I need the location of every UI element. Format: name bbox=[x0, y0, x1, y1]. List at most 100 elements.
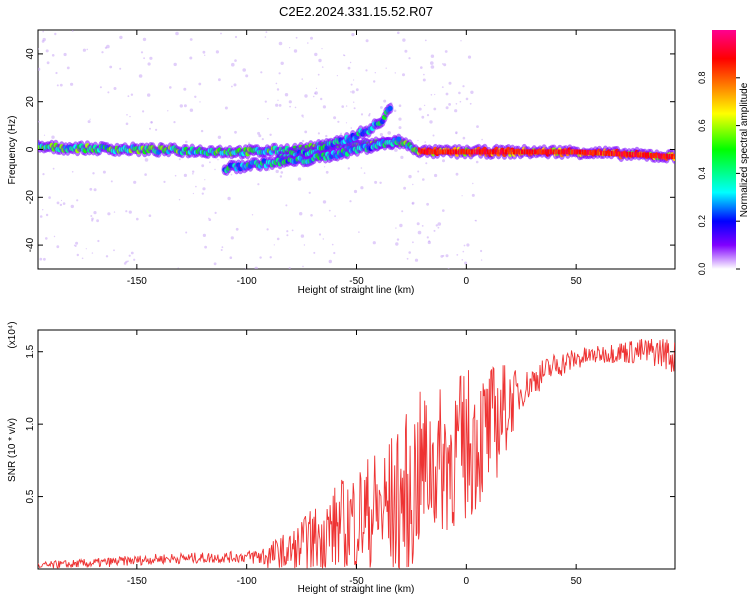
noise-dot bbox=[418, 107, 422, 111]
noise-dot bbox=[347, 167, 350, 170]
noise-dot bbox=[394, 148, 398, 152]
noise-dot bbox=[81, 257, 84, 260]
noise-dot bbox=[42, 37, 46, 42]
ridge-core bbox=[636, 152, 639, 158]
noise-dot bbox=[301, 78, 304, 80]
noise-dot bbox=[231, 85, 233, 88]
noise-dot bbox=[426, 236, 429, 239]
ridge-core bbox=[512, 149, 516, 155]
noise-dot bbox=[178, 158, 181, 161]
noise-dot bbox=[325, 170, 329, 174]
noise-dot bbox=[42, 209, 44, 211]
noise-dot bbox=[462, 250, 465, 253]
noise-dot bbox=[475, 219, 477, 222]
noise-dot bbox=[178, 199, 181, 201]
noise-dot bbox=[279, 175, 283, 178]
ridge-core bbox=[560, 149, 563, 155]
ridge-core bbox=[541, 149, 545, 155]
noise-dot bbox=[97, 239, 100, 243]
noise-dot bbox=[434, 173, 438, 178]
noise-dot bbox=[379, 133, 383, 137]
noise-dot bbox=[269, 133, 272, 136]
ridge-core bbox=[547, 149, 550, 155]
ridge-core bbox=[431, 149, 434, 155]
noise-dot bbox=[59, 83, 63, 87]
noise-dot bbox=[408, 251, 412, 254]
ridge-core bbox=[621, 151, 624, 157]
noise-dot bbox=[466, 243, 470, 247]
ridge-core bbox=[634, 152, 637, 158]
noise-dot bbox=[150, 121, 153, 124]
ridge-core bbox=[428, 149, 431, 155]
noise-dot bbox=[92, 172, 95, 175]
noise-dot bbox=[66, 66, 70, 70]
noise-dot bbox=[433, 229, 436, 232]
noise-dot bbox=[472, 182, 474, 185]
ridge-core bbox=[655, 153, 658, 159]
noise-dot bbox=[128, 210, 132, 214]
noise-dot bbox=[340, 132, 342, 135]
ridge-core bbox=[610, 151, 613, 156]
ridge-core bbox=[483, 149, 487, 155]
noise-dot bbox=[261, 138, 264, 141]
noise-dot bbox=[245, 74, 249, 78]
noise-dot bbox=[101, 51, 104, 54]
noise-dot bbox=[56, 201, 60, 205]
noise-dot bbox=[280, 171, 284, 174]
noise-dot bbox=[442, 63, 444, 65]
noise-dot bbox=[257, 183, 260, 186]
ridge-core bbox=[460, 149, 463, 155]
noise-dot bbox=[217, 159, 219, 161]
noise-dot bbox=[463, 244, 466, 247]
noise-dot bbox=[113, 211, 116, 213]
noise-dot bbox=[294, 106, 297, 109]
noise-dot bbox=[233, 83, 237, 87]
x-tick-label: 0 bbox=[464, 576, 470, 587]
noise-dot bbox=[76, 199, 79, 202]
noise-dot bbox=[455, 103, 458, 105]
noise-dot bbox=[278, 104, 282, 107]
noise-dot bbox=[275, 169, 279, 174]
noise-dot bbox=[133, 180, 137, 184]
noise-dot bbox=[87, 120, 91, 124]
noise-dot bbox=[385, 67, 387, 69]
noise-dot bbox=[254, 266, 258, 269]
x-tick-label: -150 bbox=[127, 576, 147, 587]
ridge-core bbox=[441, 149, 444, 155]
noise-dot bbox=[341, 105, 345, 108]
snr-panel: -150 -100 -50 0 50 0.5 1.0 1.5 Height of straig… bbox=[7, 321, 676, 595]
noise-dot bbox=[365, 69, 368, 72]
noise-dot bbox=[286, 230, 289, 233]
noise-dot bbox=[208, 218, 212, 221]
snr-frame bbox=[37, 329, 676, 570]
ridge-core bbox=[465, 149, 468, 155]
noise-dot bbox=[60, 199, 63, 202]
noise-dot bbox=[38, 67, 41, 71]
noise-dot bbox=[424, 141, 427, 143]
noise-dot bbox=[462, 85, 465, 88]
noise-dot bbox=[398, 126, 402, 130]
ridge-core bbox=[647, 152, 650, 158]
noise-dot bbox=[393, 109, 397, 113]
noise-dot bbox=[257, 131, 261, 135]
noise-dot bbox=[398, 117, 402, 121]
noise-dot bbox=[220, 249, 223, 251]
noise-dot bbox=[372, 241, 376, 245]
noise-dot bbox=[430, 65, 435, 69]
noise-dot bbox=[39, 257, 43, 261]
noise-dot bbox=[147, 62, 151, 66]
noise-dot bbox=[90, 215, 93, 217]
noise-dot bbox=[127, 260, 129, 263]
snr-xlabel: Height of straight line (km) bbox=[298, 584, 415, 595]
ridge-core bbox=[505, 149, 508, 155]
noise-dot bbox=[398, 104, 402, 107]
ridge-core bbox=[650, 153, 653, 158]
noise-dot bbox=[38, 48, 39, 50]
noise-dot bbox=[430, 94, 433, 96]
noise-dot bbox=[127, 95, 130, 98]
ridge-core bbox=[520, 149, 523, 155]
noise-dot bbox=[221, 246, 224, 249]
noise-dot bbox=[251, 214, 254, 216]
noise-dot bbox=[345, 122, 348, 124]
noise-dot bbox=[200, 129, 204, 133]
